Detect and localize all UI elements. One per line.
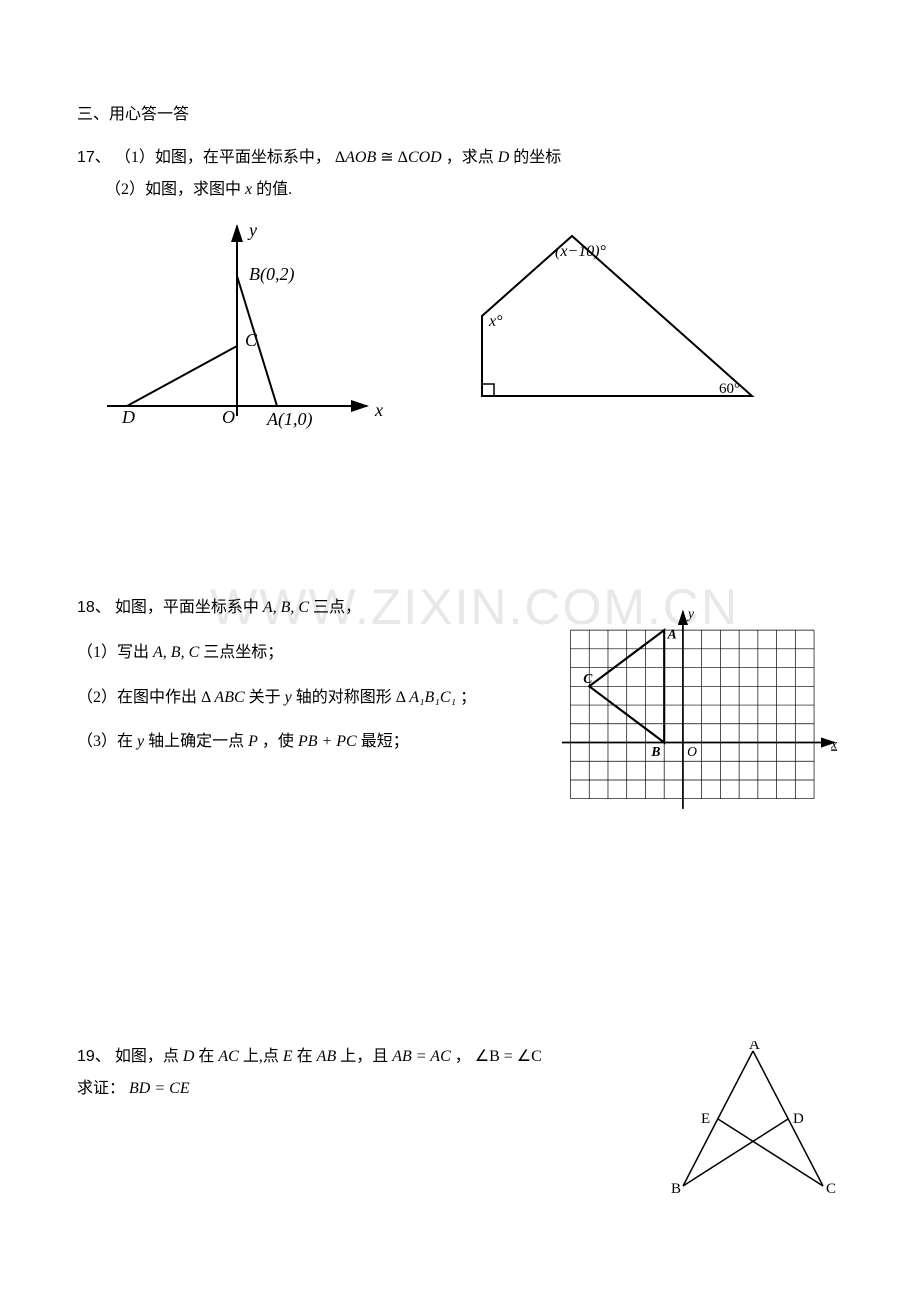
p18-q2-end: ； [460, 689, 476, 706]
p18-q1-points: A, B, C [153, 644, 199, 661]
p18-intro-prefix: 如图，平面坐标系中 [115, 599, 263, 616]
p18-q3-expr: PB + PC [298, 733, 357, 750]
p18-q3-axis: y [137, 733, 144, 750]
svg-text:C: C [826, 1181, 836, 1196]
p19-AB: AB [317, 1048, 337, 1065]
svg-text:(x−10)°: (x−10)° [555, 243, 607, 260]
svg-text:B(0,2): B(0,2) [249, 264, 294, 285]
p17-figure1: y x B(0,2) C D O A(1,0) [97, 216, 387, 436]
p19-l2-prefix: 求证： [77, 1080, 125, 1097]
section-title: 三、用心答一答 [77, 100, 843, 124]
p19-l1-prefix: 如图，点 [115, 1048, 183, 1065]
p19-AC: AC [218, 1048, 238, 1065]
p18-figure: y x A B C O [562, 586, 843, 836]
p18-q3-mid2: ，使 [262, 733, 298, 750]
p18-q3-P: P [248, 733, 258, 750]
p19-m5: ， [455, 1048, 471, 1065]
p17-pointD: D [498, 149, 510, 166]
svg-text:D: D [121, 407, 135, 427]
svg-text:B: B [671, 1181, 681, 1196]
p19-l2-eq: BD = CE [129, 1080, 190, 1097]
svg-text:E: E [701, 1111, 710, 1127]
p17-figure2: (x−10)° x° 60° [467, 216, 777, 416]
svg-text:60°: 60° [719, 381, 740, 397]
p18-num: 18、 [77, 599, 111, 616]
p18-q2-result: A₁B₁C₁ [409, 689, 456, 706]
svg-text:A(1,0): A(1,0) [266, 409, 312, 430]
p18-q3-mid: 轴上确定一点 [148, 733, 248, 750]
p17-part1-mid: ，求点 [446, 149, 498, 166]
svg-text:x: x [374, 400, 383, 420]
p18-q2-axis: y [285, 689, 292, 706]
p18-points: A, B, C [263, 599, 309, 616]
problem-19: 19、 如图，点 D 在 AC 上,点 E 在 AB 上，且 AB = AC ，… [77, 1041, 647, 1105]
p17-part1-delta: Δ [335, 149, 345, 166]
p18-q2-mid: 关于 [249, 689, 285, 706]
p18-q1-prefix: （1）写出 [77, 644, 153, 661]
svg-text:O: O [687, 744, 697, 759]
p19-eq1: AB = AC [392, 1048, 451, 1065]
p19-D: D [183, 1048, 195, 1065]
svg-text:C: C [583, 671, 593, 686]
p17-tri2: COD [408, 149, 442, 166]
problem-18: 18、 如图，平面坐标系中 A, B, C 三点， （1）写出 A, B, C … [77, 586, 562, 765]
p19-m3: 在 [297, 1048, 317, 1065]
p18-q2-suffix: 轴的对称图形 Δ [296, 689, 405, 706]
svg-text:A: A [749, 1041, 760, 1053]
p17-part2-suffix: 的值. [256, 181, 292, 198]
svg-text:y: y [247, 220, 257, 240]
svg-text:C: C [245, 330, 258, 350]
p18-q3-suffix: 最短； [361, 733, 409, 750]
p17-part1-suffix: 的坐标 [513, 149, 561, 166]
p17-part2: （2）如图，求图中 [105, 181, 245, 198]
problem-17: 17、 （1）如图，在平面坐标系中， ΔAOB ≅ ΔCOD ，求点 D 的坐标… [77, 142, 843, 436]
p19-m1: 在 [198, 1048, 218, 1065]
p19-m2: 上,点 [243, 1048, 283, 1065]
p17-num: 17、 [77, 149, 111, 166]
svg-text:y: y [686, 606, 695, 621]
svg-text:x: x [830, 736, 837, 751]
p17-part2-x: x [245, 181, 252, 198]
svg-text:A: A [667, 627, 677, 642]
p19-num: 19、 [77, 1048, 111, 1065]
p18-q2-prefix: （2）在图中作出 Δ [77, 689, 210, 706]
p18-q1-suffix: 三点坐标； [203, 644, 283, 661]
p19-E: E [283, 1048, 293, 1065]
svg-text:D: D [793, 1111, 804, 1127]
p17-cong: ≅ Δ [380, 149, 408, 166]
p18-q3-prefix: （3）在 [77, 733, 137, 750]
p18-intro-suffix: 三点， [313, 599, 361, 616]
p17-tri1: AOB [345, 149, 376, 166]
svg-text:x°: x° [488, 313, 503, 330]
p17-part1-prefix: （1）如图，在平面坐标系中， [115, 149, 331, 166]
p18-q2-abc: ABC [214, 689, 244, 706]
svg-text:B: B [650, 744, 660, 759]
svg-text:O: O [222, 407, 235, 427]
p19-m4: 上，且 [340, 1048, 392, 1065]
p19-eq2: ∠B = ∠C [475, 1048, 542, 1065]
p19-figure: A B C D E [663, 1041, 843, 1196]
